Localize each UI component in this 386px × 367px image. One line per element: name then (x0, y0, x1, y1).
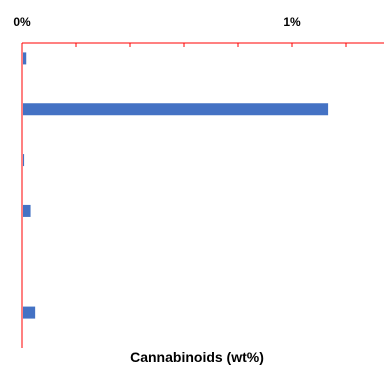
bar (23, 306, 36, 319)
chart-axes (21, 42, 384, 348)
x-tick-label: 1% (283, 15, 301, 29)
x-axis-title: Cannabinoids (wt%) (130, 349, 264, 365)
bar (23, 154, 25, 167)
x-tick-label: 0% (13, 15, 31, 29)
bar (23, 52, 27, 65)
tick-marks (75, 43, 347, 47)
bar (23, 204, 31, 217)
bar-series (23, 52, 329, 319)
bar (23, 103, 329, 116)
tick-labels: 0% 1% (13, 15, 301, 29)
